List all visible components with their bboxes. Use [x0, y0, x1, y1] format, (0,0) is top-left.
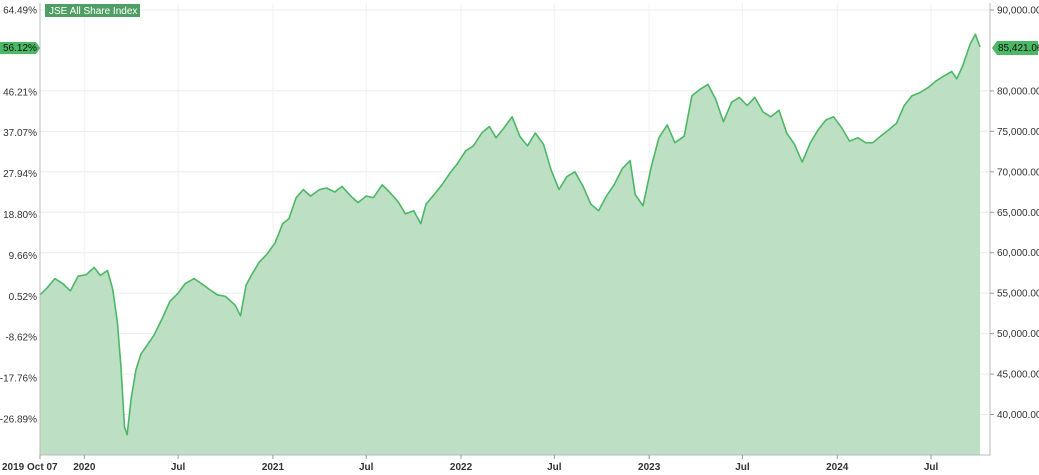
legend: JSE All Share Index [45, 4, 140, 17]
axes [39, 3, 991, 456]
x-tick-label: Jul [924, 462, 939, 473]
left-badge-value: 56.12% [3, 43, 37, 54]
x-tick-label: Jul [547, 462, 562, 473]
right-tick-label: 45,000.00 [997, 370, 1039, 381]
left-tick-label: 0.52% [9, 292, 37, 303]
left-tick-label: 46.21% [3, 87, 37, 98]
right-badge-shape [992, 41, 1038, 55]
right-tick-label: 65,000.00 [997, 208, 1039, 219]
series-area [39, 33, 981, 456]
right-tick-label: 80,000.00 [997, 86, 1039, 97]
right-tick-label: 70,000.00 [997, 167, 1039, 178]
left-tick-label: 37.07% [3, 128, 37, 139]
right-tick-label: 90,000.00 [997, 6, 1039, 17]
left-tick-label: -17.76% [0, 374, 37, 385]
series-line [39, 33, 981, 436]
x-tick-label: Jul [359, 462, 374, 473]
x-tick-label: Jul [171, 462, 186, 473]
right-tick-label: 75,000.00 [997, 127, 1039, 138]
right-tick-label: 55,000.00 [997, 289, 1039, 300]
x-axis-ticks: 2019 Oct 07 2020 Jul 2021 Jul 2022 Jul 2023 Jul 2… [2, 455, 938, 473]
right-badge-value: 85,421.06 [998, 43, 1039, 54]
x-tick-label: 2020 [73, 462, 96, 473]
x-tick-label: 2021 [262, 462, 285, 473]
right-tick-label: 40,000.00 [997, 410, 1039, 421]
left-current-badge: 56.12% [0, 42, 40, 54]
right-tick-label: 60,000.00 [997, 248, 1039, 259]
x-tick-label: 2022 [450, 462, 473, 473]
left-tick-label: -8.62% [5, 333, 37, 344]
legend-box [45, 4, 140, 17]
left-tick-label: -26.89% [0, 415, 37, 426]
x-tick-label: 2024 [826, 462, 849, 473]
legend-label: JSE All Share Index [49, 6, 137, 17]
left-tick-label: 64.49% [3, 6, 37, 17]
right-current-badge: 85,421.06 [992, 41, 1039, 55]
left-axis-ticks: 64.49% 46.21% 37.07% 27.94% 18.80% 9.66% 0.52%… [0, 6, 37, 426]
left-badge-shape [0, 42, 40, 54]
right-tick-label: 50,000.00 [997, 329, 1039, 340]
x-tick-label: 2023 [638, 462, 661, 473]
x-tick-label: Jul [735, 462, 750, 473]
left-tick-label: 18.80% [3, 210, 37, 221]
series-area-fill [40, 34, 980, 456]
x-tick-label: 2019 Oct 07 [2, 462, 58, 473]
right-axis-ticks: 90,000.00 80,000.00 75,000.00 70,000.00 65,0… [990, 6, 1039, 421]
left-tick-label: 9.66% [9, 251, 37, 262]
left-tick-label: 27.94% [3, 169, 37, 180]
